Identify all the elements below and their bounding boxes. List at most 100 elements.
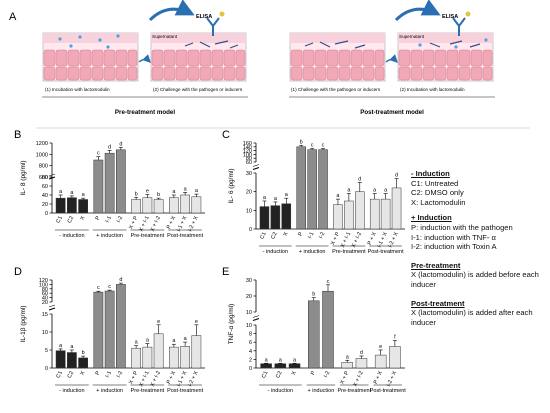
axis-break: [48, 173, 56, 177]
significance-letter: a: [172, 189, 176, 195]
bar: [389, 346, 401, 369]
bar: [67, 197, 77, 214]
category-label: I-1: [105, 215, 113, 223]
pre-elisa: ELISA: [148, 0, 225, 36]
y-axis-label: IL- 6 (pg/ml): [228, 168, 235, 203]
legend-induction-neg-head: - Induction: [411, 169, 450, 178]
y-tick-label: 40: [42, 296, 48, 302]
significance-letter: a: [384, 188, 388, 194]
y-tick-label: 10: [246, 208, 252, 214]
post-supernatant: Supernatant: [399, 34, 425, 39]
y-tick-label: 2: [249, 357, 252, 363]
bar: [380, 198, 391, 230]
category-label: X + P: [128, 215, 139, 230]
panel-letter: C: [222, 129, 230, 141]
bar: [333, 204, 343, 230]
significance-letter: d: [119, 277, 122, 283]
bar: [116, 149, 126, 214]
category-label: I-2: [116, 215, 124, 223]
significance-letter: d: [119, 141, 122, 147]
significance-letter: b: [300, 139, 303, 145]
category-label: I-2: [116, 370, 124, 378]
y-tick-label: 10: [42, 330, 48, 336]
bar: [78, 357, 88, 369]
group-label: Post-treatment: [370, 388, 407, 394]
bar: [104, 152, 115, 214]
y-tick-label: 0: [45, 366, 48, 372]
axis-break: [48, 176, 56, 180]
significance-letter: a: [373, 188, 377, 194]
significance-letter: b: [312, 292, 315, 298]
category-label: I-2: [323, 370, 331, 378]
legend-item: C2: DMSO only: [411, 188, 464, 198]
legend-induction-pos-head: + Induction: [411, 213, 452, 223]
bar: [270, 205, 281, 230]
category-label: P: [95, 215, 102, 221]
axis-break: [252, 167, 260, 170]
axis-break: [48, 304, 56, 308]
significance-letter: d: [360, 350, 363, 356]
group-label: - induction: [268, 388, 293, 394]
y-tick-label: 20: [246, 190, 252, 196]
bar: [142, 197, 153, 214]
bar: [391, 187, 402, 230]
pre-well-1: (1) Incubation with lactomodulin: [42, 32, 139, 92]
post-well-1-label: (1) Challenge with the pathogen or induc…: [291, 87, 381, 92]
y-tick-label: 15: [42, 312, 48, 318]
pre-elisa-label: ELISA: [196, 14, 212, 20]
bar: [369, 198, 380, 230]
bar: [169, 346, 179, 369]
bar: [318, 149, 328, 230]
y-tick-label: 60: [42, 184, 48, 190]
y-tick-label: 160: [243, 141, 252, 147]
group-label: + induction: [299, 249, 326, 255]
group-label: - induction: [59, 388, 84, 394]
post-well-2-label: (2) Incubation with lactomodulin: [400, 87, 465, 92]
bar: [355, 358, 368, 369]
axis-break: [252, 318, 260, 321]
bar: [55, 197, 66, 214]
group-label: + induction: [308, 388, 335, 394]
category-label: P: [95, 370, 102, 376]
significance-letter: a: [59, 189, 63, 195]
legend-item: I-2: induction with Toxin A: [411, 242, 497, 252]
category-label: X: [291, 370, 298, 376]
bar: [153, 199, 164, 214]
panel-letter: B: [14, 129, 21, 141]
category-label: P: [298, 231, 305, 237]
y-tick-label: 120: [243, 149, 252, 155]
bar: [191, 196, 202, 214]
significance-letter: d: [108, 144, 111, 150]
y-tick-label: 20: [42, 202, 48, 208]
significance-letter: a: [274, 196, 278, 202]
panel-letter: E: [222, 266, 229, 278]
y-tick-label: 40: [42, 193, 48, 199]
significance-letter: a: [263, 195, 267, 201]
legend-item: P: induction with the pathogen: [411, 222, 513, 232]
category-label: C2: [270, 231, 278, 240]
y-tick-label: 30: [246, 278, 252, 284]
post-model-label: Post-treatment model: [360, 109, 424, 116]
y-tick-label: 0: [45, 211, 48, 217]
legend-item: C1: Untreated: [411, 178, 459, 188]
significance-letter: a: [346, 354, 350, 360]
y-tick-label: 60: [42, 291, 48, 297]
category-label: P + X: [166, 215, 177, 230]
pre-well-1-label: (1) Incubation with lactomodulin: [45, 87, 110, 92]
group-label: + induction: [96, 233, 123, 239]
y-axis-label: TNF-α (pg/ml): [228, 304, 235, 345]
bar: [191, 335, 202, 369]
y-tick-label: 100: [243, 152, 252, 158]
significance-letter: a: [146, 338, 150, 344]
category-label: X: [79, 370, 86, 376]
y-tick-label: 20: [246, 294, 252, 300]
y-tick-label: 120: [39, 278, 48, 284]
group-label: Pre-treatment: [131, 233, 165, 239]
bar: [308, 300, 320, 369]
significance-letter: f: [394, 334, 396, 340]
category-label: X: [79, 215, 86, 221]
significance-letter: d: [395, 173, 398, 179]
group-label: Pre-treatment: [332, 249, 366, 255]
significance-letter: a: [285, 192, 289, 198]
